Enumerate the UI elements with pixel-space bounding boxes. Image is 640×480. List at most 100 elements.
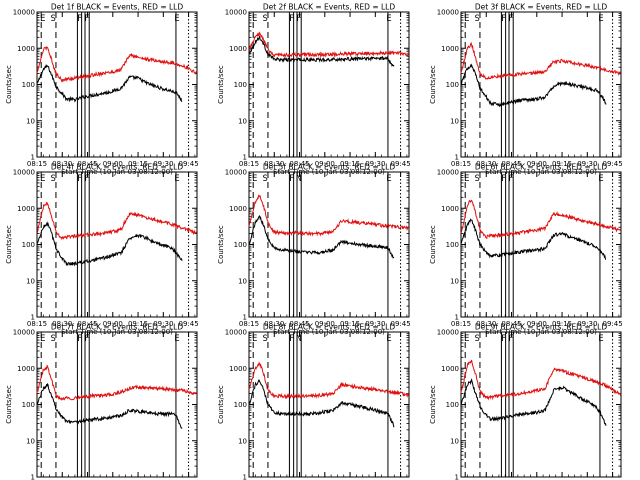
interval-marker-f: F	[501, 334, 506, 344]
x-tick-label: 08:45	[501, 160, 521, 168]
x-tick-label: 09:45	[602, 320, 622, 328]
interval-marker-e: E	[598, 14, 603, 24]
y-tick-label: 100	[22, 81, 35, 89]
interval-marker-f: F	[289, 334, 294, 344]
events-series-line	[248, 379, 395, 428]
y-tick-label: 1	[455, 314, 459, 322]
y-tick-label: 100	[446, 81, 459, 89]
y-axis-label: Counts/sec	[5, 65, 13, 104]
x-tick-label: 08:15	[239, 160, 259, 168]
interval-marker-e: E	[174, 334, 179, 344]
y-tick-label: 1000	[229, 205, 247, 213]
plot-frame	[36, 171, 198, 318]
x-tick-label: 08:45	[77, 160, 97, 168]
y-tick-label: 10	[26, 277, 35, 285]
interval-marker-e: E	[386, 14, 391, 24]
x-tick-label: 09:30	[365, 160, 385, 168]
lld-series-line	[460, 41, 622, 80]
y-axis-label: Counts/sec	[429, 65, 437, 104]
y-tick-label: 1	[455, 474, 459, 480]
y-tick-label: 100	[234, 241, 247, 249]
panel-title: Det 5f BLACK = Events, RED = LLD	[263, 163, 396, 172]
detector-panel-3: Det 3f BLACK = Events, RED = LLD 1 10 100 10…	[429, 3, 623, 177]
lld-series-line	[36, 202, 198, 241]
interval-marker-s: S	[50, 174, 55, 184]
panel-title: Det 1f BLACK = Events, RED = LLD	[51, 3, 184, 12]
panel-title: Det 9f BLACK = Events, RED = LLD	[475, 323, 608, 332]
detector-panel-7: Det 7f BLACK = Events, RED = LLD 1 10 100 10…	[5, 323, 198, 480]
lld-series-line	[248, 194, 410, 237]
panel-title: Det 3f BLACK = Events, RED = LLD	[475, 3, 608, 12]
y-tick-label: 10	[450, 437, 459, 445]
interval-marker-f: F	[501, 14, 506, 24]
y-tick-label: 10	[450, 277, 459, 285]
interval-marker-f: F	[84, 174, 89, 184]
y-tick-label: 100	[446, 401, 459, 409]
x-tick-label: 08:30	[476, 160, 496, 168]
lld-series-line	[248, 31, 409, 58]
interval-marker-s: S	[50, 334, 55, 344]
interval-marker-f: F	[77, 14, 82, 24]
interval-marker-f: F	[84, 14, 89, 24]
interval-marker-e: E	[252, 334, 257, 344]
y-tick-label: 10000	[13, 169, 35, 177]
interval-marker-e: E	[252, 14, 257, 24]
x-tick-label: 08:30	[264, 320, 284, 328]
interval-marker-s: S	[262, 14, 267, 24]
interval-marker-f: F	[77, 174, 82, 184]
x-tick-label: 09:45	[602, 160, 622, 168]
x-tick-label: 09:30	[577, 320, 597, 328]
x-tick-label: 09:30	[365, 320, 385, 328]
x-tick-label: 09:45	[178, 320, 198, 328]
y-tick-label: 100	[234, 401, 247, 409]
y-axis-label: Counts/sec	[217, 385, 225, 424]
interval-marker-f: F	[508, 334, 513, 344]
y-axis-label: Counts/sec	[429, 225, 437, 264]
lld-series-line	[460, 359, 622, 401]
x-tick-label: 09:45	[178, 160, 198, 168]
y-tick-label: 10	[26, 437, 35, 445]
plot-frame	[248, 331, 410, 478]
y-tick-label: 1000	[17, 365, 35, 373]
y-tick-label: 10000	[225, 329, 247, 337]
y-tick-label: 1	[31, 474, 35, 480]
lld-series-line	[460, 199, 622, 239]
y-tick-label: 1	[455, 154, 459, 162]
panel-title: Det 8f BLACK = Events, RED = LLD	[263, 323, 396, 332]
lld-series-line	[36, 364, 198, 401]
interval-marker-e: E	[174, 174, 179, 184]
x-tick-label: 08:30	[476, 320, 496, 328]
y-tick-label: 10	[26, 117, 35, 125]
y-tick-label: 1	[243, 474, 247, 480]
detector-panel-5: Det 5f BLACK = Events, RED = LLD 1 10 100 10…	[217, 163, 411, 337]
x-tick-label: 09:00	[527, 160, 547, 168]
interval-marker-f: F	[508, 14, 513, 24]
detector-panel-2: Det 2f BLACK = Events, RED = LLD 1 10 100 10…	[217, 3, 411, 177]
x-tick-label: 09:30	[577, 160, 597, 168]
y-tick-label: 10000	[437, 9, 459, 17]
x-tick-label: 08:45	[501, 320, 521, 328]
detector-panel-8: Det 8f BLACK = Events, RED = LLD 1 10 100 10…	[217, 323, 410, 480]
plot-frame	[460, 171, 622, 318]
x-tick-label: 08:45	[289, 320, 309, 328]
x-tick-label: 09:15	[552, 320, 572, 328]
events-series-line	[460, 378, 607, 426]
y-tick-label: 10000	[225, 9, 247, 17]
x-tick-label: 09:45	[390, 160, 410, 168]
interval-marker-s: S	[262, 174, 267, 184]
interval-marker-s: S	[474, 174, 479, 184]
y-tick-label: 1000	[17, 45, 35, 53]
y-tick-label: 1000	[441, 45, 459, 53]
interval-marker-e: E	[386, 334, 391, 344]
detector-panel-1: Det 1f BLACK = Events, RED = LLD 1 10 100 10…	[5, 3, 199, 177]
plot-frame	[248, 11, 410, 158]
x-tick-label: 09:00	[103, 320, 123, 328]
y-axis-label: Counts/sec	[5, 385, 13, 424]
x-tick-label: 08:15	[27, 320, 47, 328]
lld-series-line	[248, 361, 410, 400]
y-axis-label: Counts/sec	[217, 225, 225, 264]
y-tick-label: 100	[22, 241, 35, 249]
y-tick-label: 1000	[17, 205, 35, 213]
